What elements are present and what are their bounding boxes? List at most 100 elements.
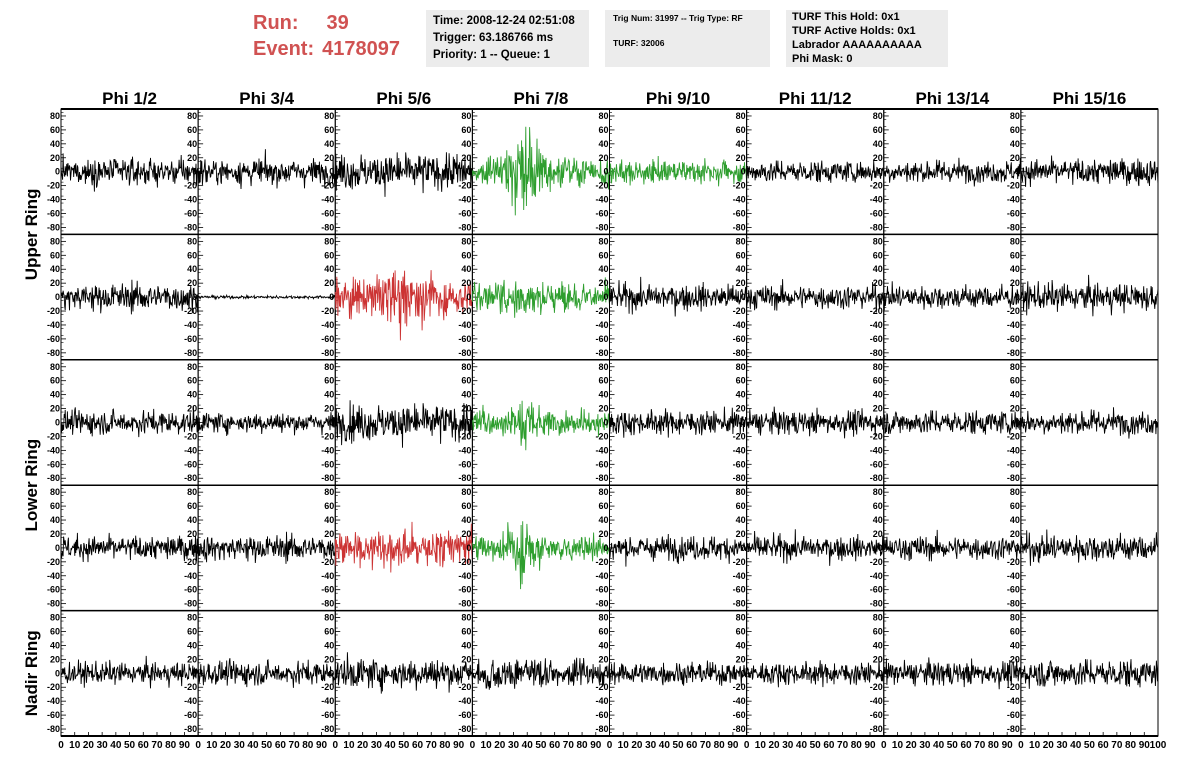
y-tick-label: -80 bbox=[321, 599, 334, 609]
y-tick-label: 40 bbox=[873, 640, 883, 650]
y-tick-label: 60 bbox=[873, 501, 883, 511]
y-tick-label: 80 bbox=[736, 613, 746, 623]
y-tick-label: 40 bbox=[736, 264, 746, 274]
y-tick-label: 20 bbox=[873, 529, 883, 539]
column-header: Phi 3/4 bbox=[239, 89, 294, 108]
y-tick-label: 60 bbox=[50, 501, 60, 511]
y-tick-label: 60 bbox=[324, 501, 334, 511]
y-tick-label: 20 bbox=[461, 153, 471, 163]
y-tick-label: -60 bbox=[47, 334, 60, 344]
y-tick-label: -20 bbox=[595, 557, 608, 567]
y-tick-label: -80 bbox=[321, 473, 334, 483]
y-tick-label: 60 bbox=[187, 376, 197, 386]
y-tick-label: -60 bbox=[1007, 334, 1020, 344]
y-tick-label: 20 bbox=[598, 153, 608, 163]
y-tick-label: -20 bbox=[1007, 682, 1020, 692]
waveform-trace bbox=[746, 658, 885, 688]
y-tick-label: 60 bbox=[1010, 125, 1020, 135]
waveform-trace bbox=[609, 276, 748, 317]
y-tick-label: 20 bbox=[324, 654, 334, 664]
y-tick-label: 20 bbox=[873, 404, 883, 414]
x-tick-label: 70 bbox=[974, 740, 986, 751]
y-tick-label: 60 bbox=[736, 376, 746, 386]
x-tick-label: 60 bbox=[412, 740, 424, 751]
y-tick-label: 80 bbox=[461, 613, 471, 623]
y-tick-label: -20 bbox=[595, 431, 608, 441]
x-tick-label: 20 bbox=[1043, 740, 1055, 751]
x-tick-label: 0 bbox=[195, 740, 201, 751]
y-tick-label: 40 bbox=[324, 264, 334, 274]
waveform-trace bbox=[197, 658, 336, 688]
y-tick-label: -20 bbox=[733, 431, 746, 441]
y-tick-label: -40 bbox=[458, 195, 471, 205]
x-tick-label: 10 bbox=[206, 740, 218, 751]
y-tick-label: -40 bbox=[321, 320, 334, 330]
waveform-trace bbox=[471, 126, 610, 216]
y-tick-label: 0 bbox=[55, 418, 60, 428]
y-tick-label: 0 bbox=[603, 418, 608, 428]
y-tick-label: -40 bbox=[47, 445, 60, 455]
x-tick-label: 10 bbox=[1029, 740, 1041, 751]
y-tick-label: -40 bbox=[595, 696, 608, 706]
y-tick-label: 20 bbox=[324, 404, 334, 414]
x-tick-label: 100 bbox=[1150, 740, 1167, 751]
x-tick-label: 20 bbox=[357, 740, 369, 751]
y-tick-label: -80 bbox=[1007, 348, 1020, 358]
y-tick-label: 0 bbox=[55, 668, 60, 678]
x-tick-label: 70 bbox=[837, 740, 849, 751]
y-tick-label: 80 bbox=[324, 236, 334, 246]
y-tick-label: 40 bbox=[50, 515, 60, 525]
y-tick-label: -60 bbox=[733, 209, 746, 219]
y-tick-label: 40 bbox=[324, 640, 334, 650]
y-tick-label: -80 bbox=[870, 599, 883, 609]
turf-info-box: TURF This Hold: 0x1 TURF Active Holds: 0… bbox=[786, 10, 948, 67]
waveform-trace bbox=[1020, 529, 1159, 566]
x-tick-label: 0 bbox=[881, 740, 887, 751]
y-tick-label: 20 bbox=[187, 278, 197, 288]
waveform-trace bbox=[471, 277, 610, 318]
y-tick-label: -60 bbox=[458, 209, 471, 219]
y-tick-label: -40 bbox=[321, 445, 334, 455]
y-tick-label: 20 bbox=[1010, 153, 1020, 163]
x-tick-label: 50 bbox=[535, 740, 547, 751]
waveform-trace bbox=[197, 412, 336, 437]
y-tick-label: 80 bbox=[461, 111, 471, 121]
y-tick-label: 40 bbox=[461, 264, 471, 274]
y-tick-label: -80 bbox=[733, 599, 746, 609]
column-header: Phi 9/10 bbox=[646, 89, 710, 108]
x-tick-label: 60 bbox=[960, 740, 972, 751]
y-tick-label: -20 bbox=[458, 306, 471, 316]
y-tick-label: -40 bbox=[1007, 195, 1020, 205]
y-tick-label: -20 bbox=[458, 557, 471, 567]
y-tick-label: 60 bbox=[50, 627, 60, 637]
y-tick-label: 80 bbox=[736, 111, 746, 121]
y-tick-label: 60 bbox=[598, 250, 608, 260]
y-tick-label: 40 bbox=[736, 640, 746, 650]
y-tick-label: 0 bbox=[878, 668, 883, 678]
y-tick-label: -80 bbox=[1007, 222, 1020, 232]
y-tick-label: 60 bbox=[873, 376, 883, 386]
y-tick-label: -20 bbox=[184, 181, 197, 191]
y-tick-label: -40 bbox=[47, 195, 60, 205]
x-tick-label: 90 bbox=[864, 740, 876, 751]
y-tick-label: 0 bbox=[192, 418, 197, 428]
y-tick-label: 80 bbox=[324, 362, 334, 372]
y-tick-label: -80 bbox=[184, 222, 197, 232]
y-tick-label: 80 bbox=[873, 362, 883, 372]
y-tick-label: 40 bbox=[324, 139, 334, 149]
y-tick-label: 80 bbox=[598, 111, 608, 121]
y-tick-label: 80 bbox=[461, 236, 471, 246]
y-tick-label: 0 bbox=[878, 292, 883, 302]
x-tick-label: 40 bbox=[110, 740, 122, 751]
y-tick-label: 0 bbox=[329, 167, 334, 177]
y-tick-label: 20 bbox=[50, 529, 60, 539]
x-tick-label: 80 bbox=[439, 740, 451, 751]
y-tick-label: -80 bbox=[870, 473, 883, 483]
y-tick-label: 20 bbox=[873, 654, 883, 664]
y-tick-label: -60 bbox=[1007, 459, 1020, 469]
event-label: Event: bbox=[253, 38, 315, 60]
y-tick-label: 80 bbox=[598, 362, 608, 372]
waveform-trace bbox=[883, 657, 1022, 690]
x-tick-label: 60 bbox=[686, 740, 698, 751]
